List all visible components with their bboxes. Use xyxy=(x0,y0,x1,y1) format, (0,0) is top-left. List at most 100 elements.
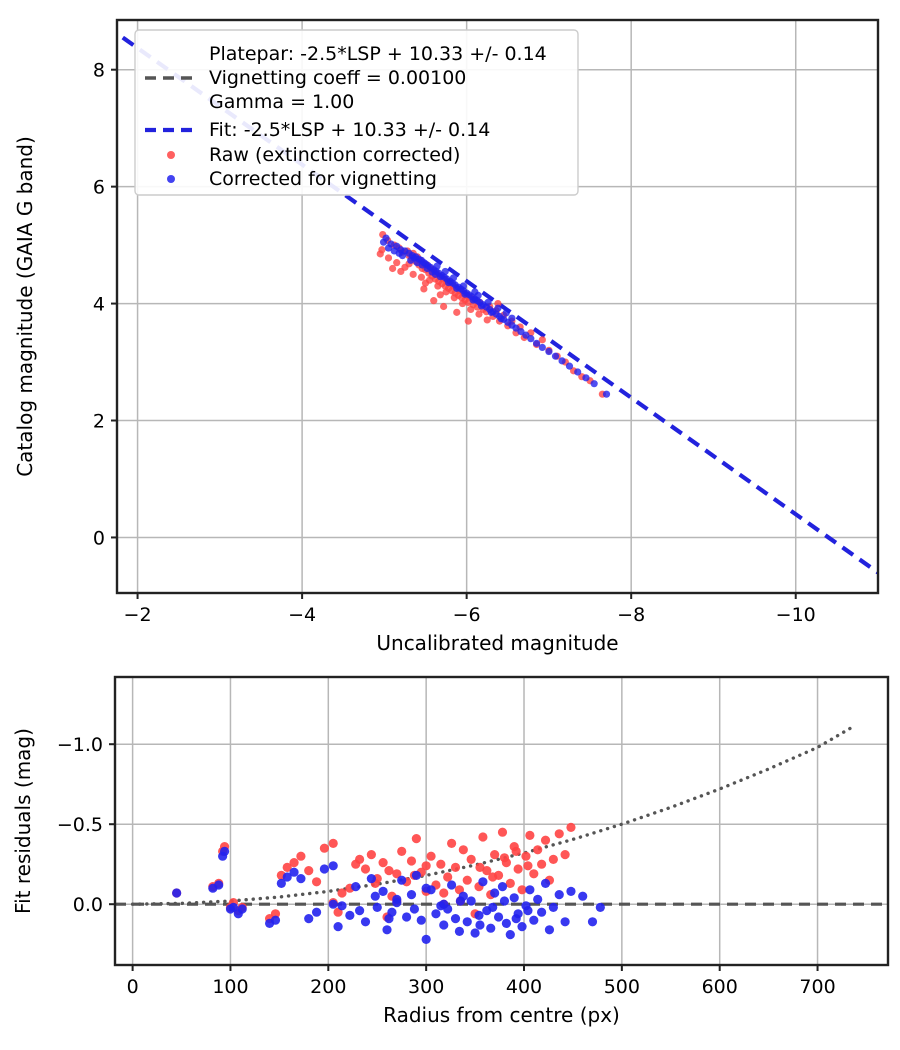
legend: Platepar: -2.5*LSP + 10.33 +/- 0.14Vigne… xyxy=(134,29,579,196)
data-point xyxy=(360,917,371,927)
data-point xyxy=(296,874,306,884)
data-point xyxy=(483,316,491,324)
x-tick-label: −2 xyxy=(124,604,152,626)
data-point xyxy=(333,922,343,932)
data-point xyxy=(397,875,407,885)
data-point xyxy=(462,917,472,927)
data-point xyxy=(497,315,505,323)
data-point xyxy=(574,368,582,376)
data-point xyxy=(523,861,533,871)
series-corrected-for-vignetting xyxy=(379,234,611,398)
data-point xyxy=(446,838,457,849)
data-point xyxy=(602,390,611,398)
x-tick-label: 0 xyxy=(127,976,139,998)
x-tick-label: −6 xyxy=(453,604,481,626)
data-point xyxy=(431,909,441,919)
data-point xyxy=(440,302,448,311)
data-point xyxy=(525,885,535,895)
data-point xyxy=(430,297,438,305)
data-point xyxy=(441,267,449,276)
series-corrected-for-vignetting xyxy=(172,846,605,945)
data-point xyxy=(406,856,417,866)
data-point xyxy=(538,343,546,352)
data-point xyxy=(529,869,539,879)
data-point xyxy=(565,362,574,370)
data-point xyxy=(560,917,570,927)
data-point xyxy=(337,888,347,898)
data-point xyxy=(590,380,598,388)
data-point xyxy=(351,882,361,892)
data-point xyxy=(416,915,426,925)
data-point xyxy=(328,899,338,909)
data-point xyxy=(289,867,299,877)
data-point xyxy=(499,853,510,863)
data-point xyxy=(566,822,576,833)
data-point xyxy=(421,861,431,871)
data-point xyxy=(494,304,502,312)
data-point xyxy=(406,890,417,900)
data-point xyxy=(411,834,421,844)
vignetting-curve xyxy=(130,725,854,906)
data-point xyxy=(554,829,564,839)
data-point xyxy=(319,843,329,853)
data-point xyxy=(443,872,453,882)
data-point xyxy=(172,888,182,898)
data-point xyxy=(466,854,476,865)
data-point xyxy=(533,894,543,905)
data-point xyxy=(509,893,519,903)
data-point xyxy=(397,846,407,857)
data-point xyxy=(282,872,292,882)
data-point xyxy=(453,308,461,316)
x-tick-label: 600 xyxy=(702,976,738,998)
data-point xyxy=(560,850,570,860)
data-point xyxy=(537,907,547,917)
data-point xyxy=(384,866,394,876)
data-point xyxy=(517,922,527,932)
data-point xyxy=(436,859,446,869)
photometry-calibration-plot-axes: −2 −4 −6 −8 −10 0 2 4 6 8 Uncalibrated magnitude Ca… xyxy=(13,18,880,655)
data-point xyxy=(319,864,329,874)
data-point xyxy=(538,336,546,344)
data-point xyxy=(482,866,492,876)
data-point xyxy=(505,930,515,940)
data-point xyxy=(505,878,515,889)
legend-entry-label: Platepar: -2.5*LSP + 10.33 +/- 0.14 xyxy=(209,43,547,65)
data-point xyxy=(311,907,322,917)
data-point xyxy=(439,888,449,898)
y-tick-label: −0.5 xyxy=(57,814,103,836)
data-point xyxy=(488,902,498,913)
data-point xyxy=(360,864,371,874)
x-tick-label: 500 xyxy=(604,976,640,998)
data-point xyxy=(566,886,576,897)
data-point xyxy=(426,851,436,861)
data-point xyxy=(462,875,472,885)
data-point xyxy=(311,877,322,887)
fit-residuals-plot-axes: 0 100 200 300 400 500 600 700 0.0 −0.5 −1.0 Radius … xyxy=(11,675,890,1027)
data-point xyxy=(558,357,566,365)
legend-entry-label: Raw (extinction corrected) xyxy=(209,144,460,166)
data-point xyxy=(270,909,281,919)
data-point xyxy=(442,288,450,296)
data-point xyxy=(392,898,402,908)
data-point xyxy=(355,906,365,916)
data-point xyxy=(355,854,365,865)
data-point xyxy=(497,827,508,837)
data-point xyxy=(337,901,347,911)
data-point xyxy=(450,294,458,302)
data-point xyxy=(595,902,605,913)
data-point xyxy=(477,302,486,310)
data-point xyxy=(474,291,482,299)
y-axis-title: Catalog magnitude (GAIA G band) xyxy=(13,136,37,477)
x-tick-label: −10 xyxy=(776,604,816,626)
x-tick-label: 400 xyxy=(506,976,542,998)
data-point xyxy=(540,878,551,889)
data-point xyxy=(421,883,431,893)
data-point xyxy=(486,923,496,933)
data-point xyxy=(433,262,441,270)
data-point xyxy=(533,845,543,855)
y-axis-title: Fit residuals (mag) xyxy=(11,728,35,914)
data-point xyxy=(450,914,461,924)
data-point xyxy=(474,910,484,921)
data-point xyxy=(478,877,488,887)
data-point xyxy=(475,920,485,930)
